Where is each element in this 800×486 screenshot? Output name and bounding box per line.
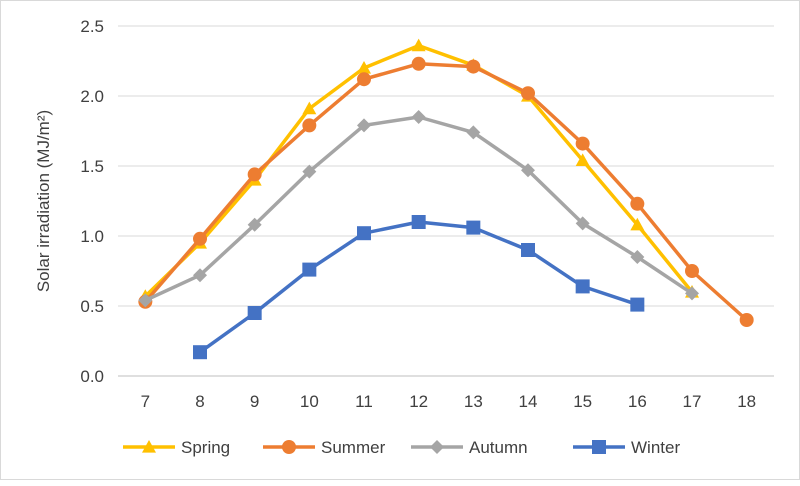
marker-triangle: [630, 217, 645, 231]
y-tick-label: 0.0: [80, 367, 104, 386]
series-line: [198, 220, 638, 354]
marker-diamond: [685, 286, 699, 301]
marker-diamond: [430, 440, 444, 454]
marker-circle: [247, 167, 262, 182]
marker-circle: [685, 264, 699, 278]
x-tick-label: 18: [737, 392, 756, 411]
marker-diamond: [193, 268, 207, 283]
marker-square: [247, 306, 262, 320]
marker-diamond: [302, 164, 317, 179]
marker-square: [521, 243, 535, 257]
y-tick-label: 0.5: [80, 297, 104, 316]
y-tick-label: 2.0: [80, 87, 104, 106]
x-tick-label: 9: [250, 392, 259, 411]
x-tick-label: 14: [519, 392, 538, 411]
legend: Spring Summer Autumn Winter: [123, 438, 680, 457]
series-winter: [193, 215, 645, 360]
series-summer: [138, 56, 754, 327]
marker-circle: [630, 196, 645, 211]
x-tick-label: 16: [628, 392, 647, 411]
y-tick-label: 1.5: [80, 157, 104, 176]
marker-diamond: [630, 250, 645, 264]
x-tick-label: 7: [141, 392, 150, 411]
y-tick-label: 2.5: [80, 17, 104, 36]
marker-triangle: [411, 38, 426, 52]
legend-label: Summer: [321, 438, 386, 457]
marker-square: [302, 262, 317, 277]
marker-diamond: [411, 110, 426, 124]
series-line: [144, 62, 748, 322]
legend-item-summer: Summer: [263, 438, 386, 457]
marker-square: [466, 220, 481, 235]
marker-square: [357, 226, 371, 241]
marker-circle: [739, 313, 754, 327]
marker-circle: [575, 136, 590, 151]
marker-circle: [302, 118, 317, 133]
marker-circle: [466, 59, 481, 74]
x-tick-label: 8: [195, 392, 204, 411]
x-tick-label: 13: [464, 392, 483, 411]
marker-square: [592, 440, 606, 454]
x-tick-label: 12: [409, 392, 428, 411]
marker-square: [630, 297, 645, 312]
marker-diamond: [138, 293, 153, 308]
marker-triangle: [357, 61, 371, 74]
marker-diamond: [521, 163, 535, 178]
legend-item-spring: Spring: [123, 438, 230, 457]
gridlines: [118, 25, 774, 307]
marker-circle: [282, 440, 296, 454]
x-tick-label: 11: [355, 392, 373, 411]
marker-circle: [193, 231, 207, 246]
series-spring: [138, 38, 699, 302]
marker-circle: [521, 86, 535, 101]
y-axis-title: Solar irradiation (MJ/m²): [34, 110, 53, 292]
marker-diamond: [247, 217, 262, 232]
series-line: [144, 43, 694, 298]
legend-item-autumn: Autumn: [411, 438, 528, 457]
legend-label: Spring: [181, 438, 230, 457]
series-lines: [138, 38, 754, 360]
marker-circle: [357, 72, 371, 87]
legend-label: Autumn: [469, 438, 528, 457]
marker-circle: [411, 56, 426, 71]
marker-square: [193, 345, 207, 360]
marker-square: [575, 279, 590, 294]
marker-diamond: [357, 118, 371, 133]
x-tick-label: 17: [683, 392, 702, 411]
x-tick-label: 15: [573, 392, 592, 411]
legend-label: Winter: [631, 438, 680, 457]
marker-diamond: [575, 216, 590, 231]
marker-square: [411, 215, 426, 229]
marker-triangle: [142, 440, 156, 453]
marker-triangle: [575, 153, 590, 166]
legend-item-winter: Winter: [573, 438, 680, 457]
marker-triangle: [302, 101, 317, 115]
y-tick-label: 1.0: [80, 227, 104, 246]
tick-labels: 0.0 0.5 1.0 1.5 2.0 2.5 7 8 9 10 11 12 13 14 15 16 17 18: [80, 17, 756, 411]
series-autumn: [138, 110, 699, 308]
x-tick-label: 10: [300, 392, 319, 411]
